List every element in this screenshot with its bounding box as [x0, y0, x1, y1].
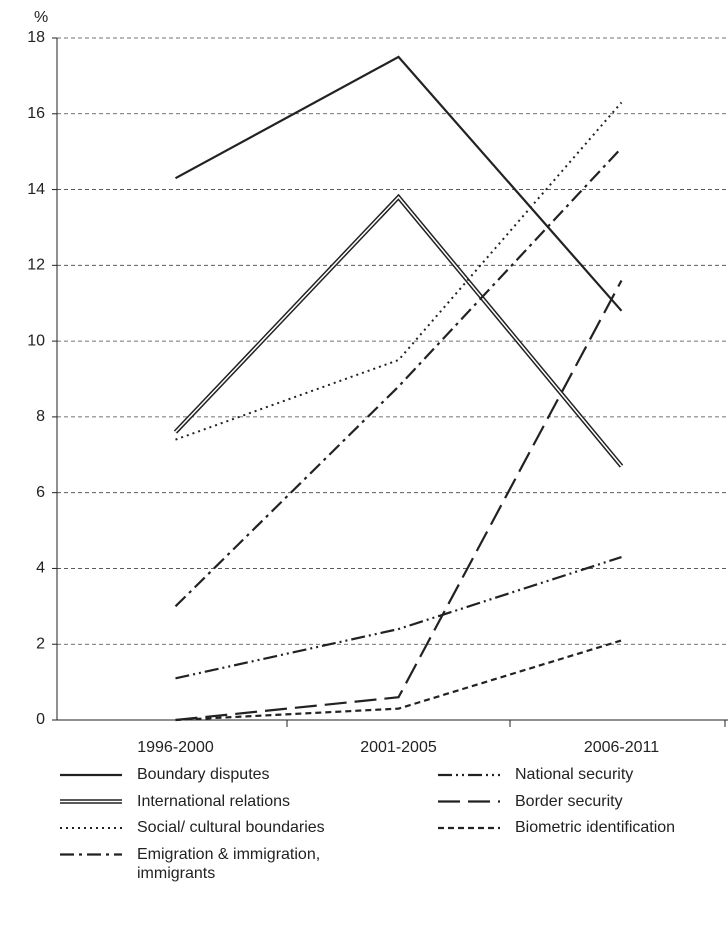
y-tick-label: 14 [27, 181, 45, 198]
y-tick-label: 2 [36, 635, 45, 652]
y-tick-label: 10 [27, 332, 45, 349]
series-line [174, 55, 623, 312]
legend-label: Boundary disputes [137, 766, 270, 783]
series-line [175, 556, 622, 680]
series-line [175, 101, 623, 441]
series-line [174, 147, 623, 608]
x-tick-label: 2001-2005 [360, 739, 437, 756]
x-tick-label: 1996-2000 [137, 739, 214, 756]
y-tick-label: 6 [36, 484, 45, 501]
y-tick-label: 0 [36, 711, 45, 728]
y-tick-label: 4 [36, 560, 45, 577]
y-axis-label: % [34, 9, 48, 26]
legend-label: Social/ cultural boundaries [137, 819, 325, 836]
legend-label: Emigration & immigration, immigrants [137, 845, 321, 882]
legend-label: International relations [137, 792, 290, 810]
legend-label: Border security [515, 792, 623, 810]
legend-label: Biometric identification [515, 819, 676, 836]
legend-label: National security [515, 766, 634, 783]
y-tick-label: 8 [36, 408, 45, 425]
series-line [175, 639, 622, 722]
y-tick-label: 16 [27, 105, 45, 122]
series-line [175, 279, 623, 722]
x-tick-label: 2006-2011 [584, 739, 659, 756]
y-tick-label: 18 [27, 29, 45, 46]
series-line [173, 193, 624, 468]
y-tick-label: 12 [27, 257, 45, 274]
series-line-inner [174, 196, 623, 467]
